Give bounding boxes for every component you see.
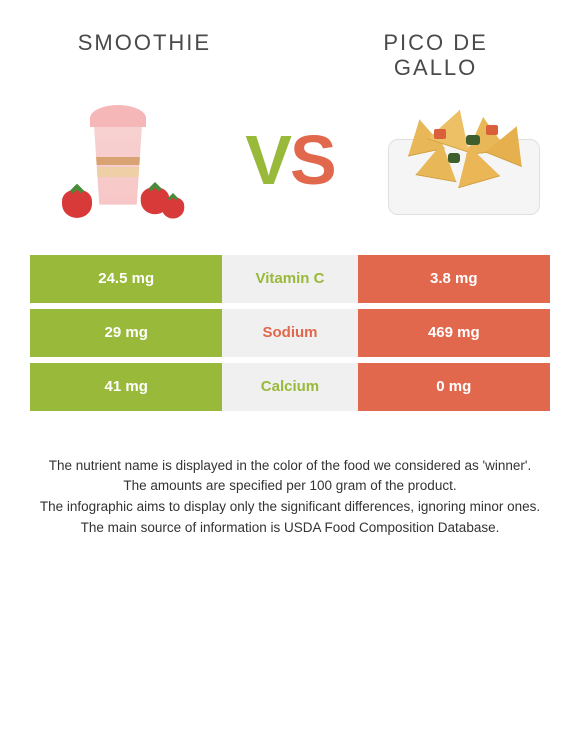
- pico-illustration: [380, 95, 550, 225]
- nutrient-table: 24.5 mgVitamin C3.8 mg29 mgSodium469 mg4…: [30, 249, 550, 417]
- right-value: 0 mg: [358, 363, 550, 411]
- titles-row: SMOOTHIE PICO DE GALLO: [30, 30, 550, 81]
- footer-line-4: The main source of information is USDA F…: [38, 519, 542, 538]
- footer-line-3: The infographic aims to display only the…: [38, 498, 542, 517]
- table-row: 24.5 mgVitamin C3.8 mg: [30, 255, 550, 303]
- title-right-line2: GALLO: [394, 55, 477, 80]
- images-row: VS: [30, 95, 550, 225]
- left-value: 29 mg: [30, 309, 222, 357]
- left-value: 41 mg: [30, 363, 222, 411]
- right-value: 3.8 mg: [358, 255, 550, 303]
- nutrient-label: Vitamin C: [222, 255, 357, 303]
- title-right: PICO DE GALLO: [321, 30, 550, 81]
- title-right-line1: PICO DE: [383, 30, 487, 55]
- nutrient-label: Calcium: [222, 363, 357, 411]
- nutrient-label: Sodium: [222, 309, 357, 357]
- footer-notes: The nutrient name is displayed in the co…: [30, 457, 550, 539]
- vs-v: V: [245, 120, 290, 200]
- footer-line-1: The nutrient name is displayed in the co…: [38, 457, 542, 476]
- vs-s: S: [290, 120, 335, 200]
- infographic-root: SMOOTHIE PICO DE GALLO VS: [0, 0, 580, 560]
- footer-line-2: The amounts are specified per 100 gram o…: [38, 477, 542, 496]
- right-value: 469 mg: [358, 309, 550, 357]
- title-left: SMOOTHIE: [30, 30, 259, 56]
- table-row: 29 mgSodium469 mg: [30, 309, 550, 357]
- smoothie-illustration: [30, 95, 200, 225]
- left-value: 24.5 mg: [30, 255, 222, 303]
- vs-label: VS: [245, 120, 334, 200]
- table-row: 41 mgCalcium0 mg: [30, 363, 550, 411]
